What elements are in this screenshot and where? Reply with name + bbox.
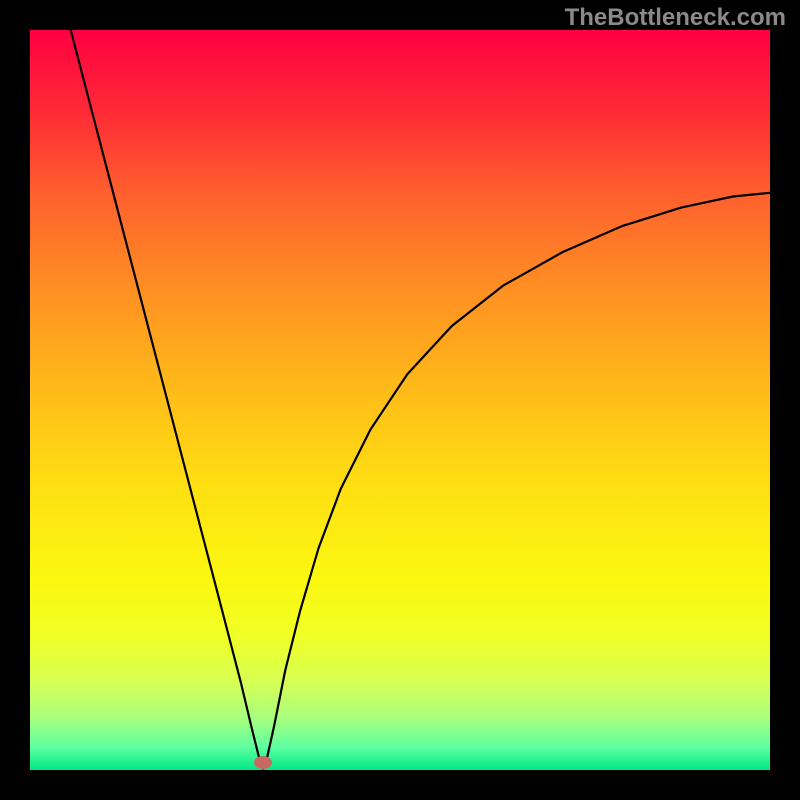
curve-layer xyxy=(30,30,770,770)
plot-area xyxy=(30,30,770,770)
bottleneck-curve xyxy=(71,30,770,769)
chart-root: TheBottleneck.com xyxy=(0,0,800,800)
watermark-text: TheBottleneck.com xyxy=(565,4,786,32)
